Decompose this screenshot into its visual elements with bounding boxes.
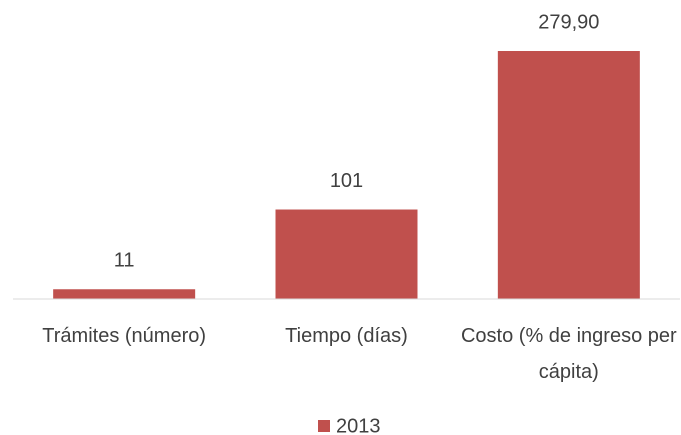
data-label: 101	[330, 170, 363, 192]
x-tick-label: Costo (% de ingreso per cápita)	[460, 325, 677, 383]
legend-swatch	[318, 420, 330, 432]
x-tick-label: Trámites (número)	[42, 325, 207, 347]
bar	[497, 51, 640, 299]
data-label: 11	[114, 250, 135, 272]
x-tick-label: Tiempo (días)	[285, 325, 408, 347]
bar	[53, 289, 196, 299]
bar	[275, 209, 418, 299]
data-label: 279,90	[538, 11, 599, 33]
legend-label: 2013	[336, 415, 381, 435]
